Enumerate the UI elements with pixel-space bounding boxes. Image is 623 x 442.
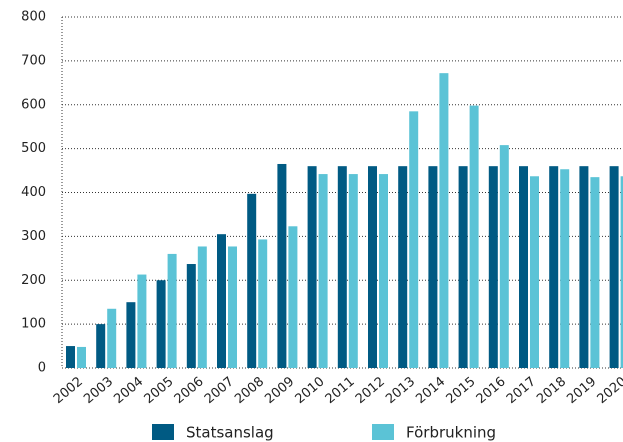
x-tick-label: 2008 — [232, 374, 267, 407]
bar — [167, 253, 177, 368]
bar — [499, 145, 509, 368]
bar — [590, 177, 600, 368]
legend-label: Förbrukning — [406, 424, 496, 442]
legend-label: Statsanslag — [186, 424, 274, 442]
bar — [348, 174, 358, 368]
y-tick-label: 400 — [21, 185, 46, 200]
legend-swatch — [152, 424, 174, 440]
x-tick-label: 2002 — [51, 374, 86, 407]
x-tick-label: 2020 — [595, 374, 623, 407]
bar — [318, 174, 328, 368]
bar — [247, 193, 257, 368]
x-tick-label: 2019 — [564, 374, 599, 407]
bar — [186, 264, 196, 368]
bar — [609, 166, 619, 368]
bar — [126, 302, 136, 368]
bar — [579, 166, 589, 368]
x-tick-label: 2014 — [413, 374, 448, 407]
y-tick-label: 100 — [21, 317, 46, 332]
bar — [197, 246, 207, 368]
bar — [228, 246, 237, 368]
x-tick-label: 2010 — [293, 374, 328, 407]
x-tick-label: 2003 — [81, 374, 116, 407]
bar — [379, 174, 388, 368]
bar — [277, 163, 287, 368]
x-tick-label: 2013 — [383, 374, 418, 407]
x-tick-label: 2006 — [172, 374, 207, 407]
y-tick-label: 0 — [38, 361, 46, 376]
bar — [77, 346, 86, 368]
bar — [288, 226, 298, 368]
bar — [307, 166, 317, 368]
x-tick-label: 2005 — [142, 374, 177, 407]
bar — [258, 239, 268, 368]
bar — [96, 324, 106, 368]
legend-swatch — [372, 424, 394, 440]
x-tick-label: 2011 — [323, 374, 358, 407]
x-tick-label: 2016 — [474, 374, 509, 407]
y-tick-label: 800 — [21, 10, 46, 25]
x-tick-label: 2007 — [202, 374, 237, 407]
bar — [137, 274, 147, 368]
bar — [439, 73, 449, 368]
bar — [428, 166, 438, 368]
bar — [398, 166, 408, 368]
bar — [469, 105, 479, 368]
bar — [488, 166, 498, 368]
bar — [560, 169, 570, 368]
y-tick-label: 300 — [21, 229, 46, 244]
x-tick-label: 2017 — [504, 374, 539, 407]
bar — [519, 166, 528, 368]
y-tick-label: 700 — [21, 53, 46, 68]
x-tick-label: 2004 — [111, 374, 146, 407]
bar — [409, 111, 419, 369]
x-tick-label: 2018 — [534, 374, 569, 407]
x-tick-label: 2012 — [353, 374, 388, 407]
bar — [530, 176, 539, 368]
bar — [156, 280, 166, 368]
x-tick-label: 2009 — [262, 374, 297, 407]
y-tick-label: 500 — [21, 141, 46, 156]
bar — [368, 166, 377, 368]
y-tick-label: 600 — [21, 97, 46, 112]
bar — [620, 176, 623, 368]
bar — [549, 166, 559, 368]
bar — [107, 308, 117, 368]
x-tick-label: 2015 — [444, 374, 479, 407]
y-tick-label: 200 — [21, 273, 46, 288]
bar — [337, 166, 347, 368]
bar — [217, 234, 226, 368]
bar — [458, 166, 468, 368]
bar — [66, 346, 75, 368]
